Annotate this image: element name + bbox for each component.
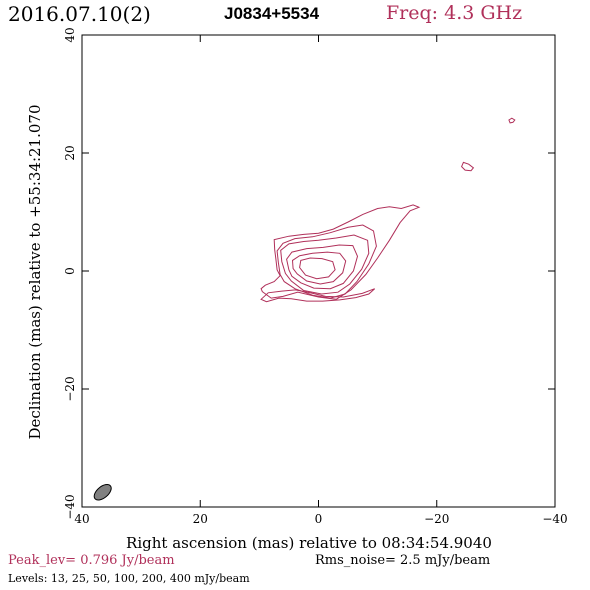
rms-noise: Rms_noise= 2.5 mJy/beam	[315, 553, 491, 568]
y-axis-label: Declination (mas) relative to +55:34:21.…	[26, 104, 44, 439]
y-tick-label: 40	[63, 27, 77, 42]
peak-level: Peak_lev= 0.796 Jy/beam	[8, 553, 175, 568]
contour-100-mjy	[286, 244, 359, 290]
contour-50-mjy	[280, 234, 370, 295]
x-tick-label: −40	[542, 512, 567, 526]
contour-lines	[260, 117, 516, 303]
y-tick-label: −40	[63, 494, 77, 519]
y-tick-labels: −40 −20 0 20 40	[63, 27, 77, 519]
beam-ellipse	[93, 483, 112, 501]
source-name: J0834+5534	[224, 4, 320, 23]
x-tick-label: −20	[424, 512, 449, 526]
contour-25-mjy	[276, 224, 377, 299]
plot-frame	[81, 34, 556, 508]
y-tick-label: 20	[63, 145, 77, 160]
axis-ticks	[81, 34, 556, 508]
x-axis-label: Right ascension (mas) relative to 08:34:…	[126, 534, 492, 552]
contour-13-mjy	[508, 117, 516, 124]
contour-levels: Levels: 13, 25, 50, 100, 200, 400 mJy/be…	[8, 572, 250, 585]
y-tick-label: 0	[63, 267, 77, 275]
contour-200-mjy	[291, 251, 347, 285]
contour-13-mjy	[260, 288, 376, 303]
contour-400-mjy	[299, 257, 336, 280]
x-tick-label: 20	[193, 512, 208, 526]
x-tick-labels: 40 20 0 −20 −40	[74, 512, 567, 526]
contour-13-mjy	[461, 161, 475, 172]
x-tick-label: 0	[315, 512, 323, 526]
observation-date: 2016.07.10(2)	[8, 2, 151, 26]
x-tick-label: 40	[74, 512, 89, 526]
frequency-label: Freq: 4.3 GHz	[386, 2, 523, 24]
contour-13-mjy	[260, 204, 421, 300]
y-tick-label: −20	[63, 376, 77, 401]
